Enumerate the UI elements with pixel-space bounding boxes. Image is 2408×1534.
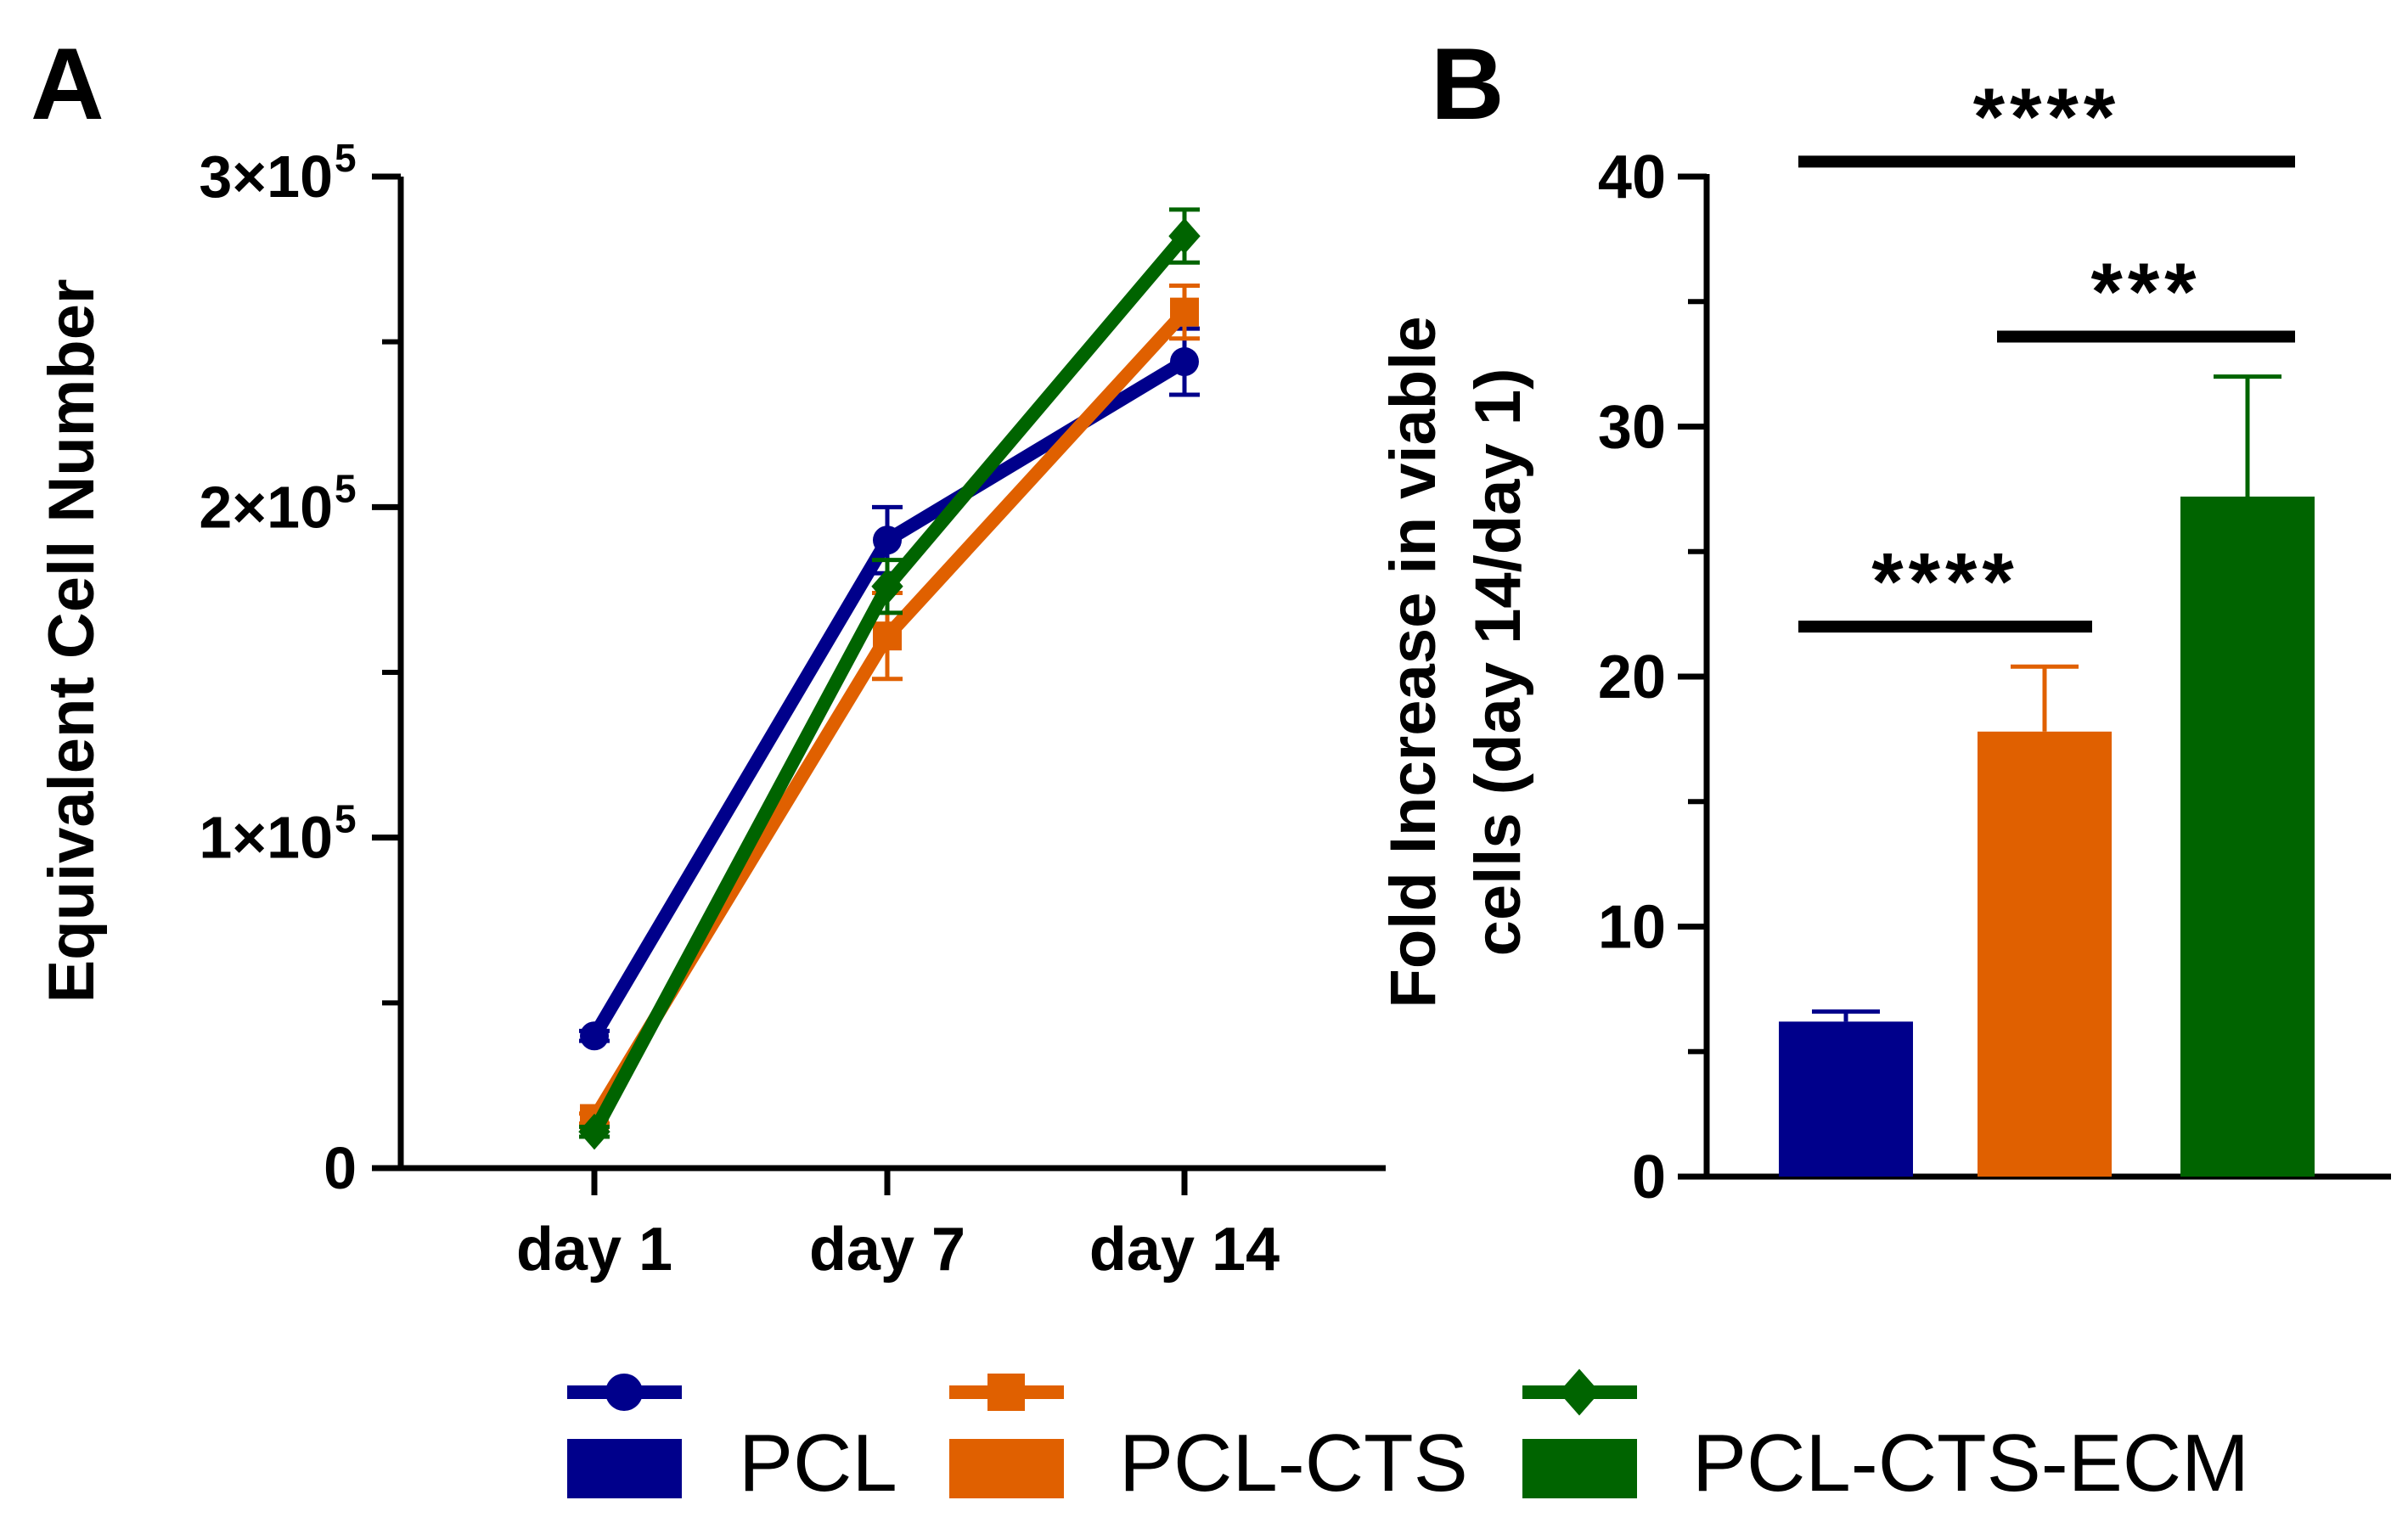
line-chart-x-tick-label: day 7 bbox=[809, 1216, 965, 1284]
line-pcl-cts bbox=[588, 307, 1190, 1122]
data-point-pcl-cts bbox=[1170, 297, 1199, 327]
line-chart-y-tick-exponent: 5 bbox=[335, 136, 357, 180]
line-series-pcl-cts-ecm bbox=[578, 207, 1201, 1150]
line-chart-axes bbox=[372, 173, 1386, 1195]
panel-a-label: A bbox=[31, 27, 104, 141]
line-chart-ylabel: Equivalent Cell Number bbox=[36, 278, 108, 1003]
significance-label: *** bbox=[2090, 246, 2201, 337]
legend-marker-pcl-cts bbox=[987, 1374, 1025, 1411]
significance-label: **** bbox=[1973, 71, 2120, 162]
bar-chart-ylabel-line2: cells (day 14/day 1) bbox=[1462, 368, 1534, 957]
bar-chart-ylabel-line1: Fold Increase in viable bbox=[1377, 316, 1449, 1008]
bar-chart-y-tick-label: 10 bbox=[1598, 894, 1666, 962]
legend-item-pcl: PCL bbox=[567, 1374, 897, 1509]
line-series-pcl bbox=[579, 326, 1200, 1051]
bar-chart-significance: *********** bbox=[1798, 71, 2295, 633]
line-pcl bbox=[588, 356, 1189, 1040]
data-point-pcl bbox=[1170, 347, 1199, 377]
line-chart-x-tick-label: day 14 bbox=[1089, 1216, 1280, 1284]
bar-chart-bars bbox=[1779, 374, 2315, 1177]
bar-pcl-cts bbox=[1978, 731, 2112, 1177]
legend-swatch-pcl-cts-ecm bbox=[1522, 1439, 1637, 1498]
line-chart-y-tick-label: 0 bbox=[324, 1135, 357, 1201]
line-chart-series bbox=[578, 207, 1201, 1150]
bar-chart-y-tick-label: 20 bbox=[1598, 643, 1666, 711]
data-point-pcl-cts-ecm bbox=[578, 1113, 610, 1150]
line-chart-y-tick-label: 1×10 bbox=[199, 805, 333, 871]
legend: PCL PCL-CTS PCL-CTS-ECM bbox=[567, 1368, 2249, 1509]
legend-swatch-pcl-cts bbox=[949, 1439, 1064, 1498]
bar-chart-y-tick-label: 30 bbox=[1598, 394, 1666, 462]
legend-label-pcl-cts: PCL-CTS bbox=[1119, 1418, 1468, 1509]
bar-chart-y-tick-label: 40 bbox=[1598, 143, 1666, 211]
bar-chart-y-tick-labels: 0 10 20 30 40 bbox=[1598, 143, 1666, 1211]
line-chart-x-tick-labels: day 1 day 7 day 14 bbox=[516, 1216, 1280, 1284]
panel-b-label: B bbox=[1431, 27, 1505, 141]
bar-chart-y-tick-label: 0 bbox=[1632, 1143, 1666, 1211]
legend-item-pcl-cts-ecm: PCL-CTS-ECM bbox=[1522, 1368, 2249, 1509]
legend-label-pcl: PCL bbox=[739, 1418, 897, 1509]
data-point-pcl-cts bbox=[873, 621, 902, 651]
legend-marker-pcl bbox=[605, 1374, 643, 1411]
bar-chart: Fold Increase in viable cells (day 14/da… bbox=[1377, 71, 2391, 1211]
line-chart-y-tick-labels: 01×10 52×10 53×10 5 bbox=[199, 136, 357, 1201]
line-chart-y-tick-label: 2×10 bbox=[199, 474, 333, 540]
line-chart-y-tick-label: 3×10 bbox=[199, 143, 333, 210]
data-point-pcl-cts-ecm bbox=[1168, 217, 1201, 255]
line-chart: Equivalent Cell Number 01×10 52×10 53×10 5 … bbox=[36, 136, 1386, 1284]
legend-item-pcl-cts: PCL-CTS bbox=[949, 1374, 1468, 1509]
data-point-pcl bbox=[873, 525, 902, 555]
line-chart-x-tick-label: day 1 bbox=[516, 1216, 672, 1284]
legend-swatch-pcl bbox=[567, 1439, 682, 1498]
line-chart-y-tick-exponent: 5 bbox=[335, 797, 357, 841]
legend-label-pcl-cts-ecm: PCL-CTS-ECM bbox=[1692, 1418, 2249, 1509]
significance-label: **** bbox=[1871, 537, 2018, 627]
legend-marker-pcl-cts-ecm bbox=[1558, 1368, 1601, 1416]
bar-pcl bbox=[1779, 1021, 1913, 1177]
data-point-pcl bbox=[580, 1021, 609, 1051]
bar-pcl-cts-ecm bbox=[2180, 496, 2315, 1177]
line-chart-y-tick-exponent: 5 bbox=[335, 466, 357, 510]
data-point-pcl-cts-ecm bbox=[871, 568, 903, 605]
line-pcl-cts-ecm bbox=[588, 231, 1190, 1135]
